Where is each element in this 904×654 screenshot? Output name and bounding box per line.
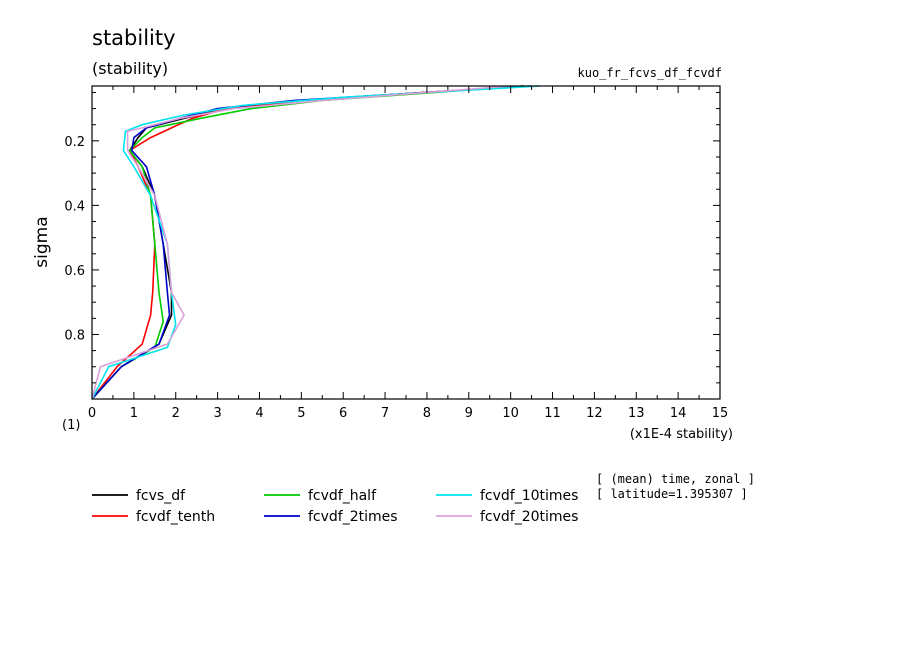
x-tick-label: 8 [423, 406, 431, 421]
y-tick-label: 0.8 [64, 328, 85, 343]
x-tick-label: 13 [628, 406, 645, 421]
info-time-zonal: [ (mean) time, zonal ] [596, 472, 755, 486]
legend: fcvs_df fcvdf_tenth fcvdf_half fcvdf_2times… [92, 488, 578, 525]
legend-label-fcvdf_tenth: fcvdf_tenth [136, 509, 215, 525]
x-tick-label: 11 [544, 406, 561, 421]
series-line-fcvs_df [91, 85, 524, 400]
x-tick-label: 12 [586, 406, 603, 421]
series-line-fcvdf_tenth [91, 85, 524, 400]
plot-axes: 0 1 2 3 4 5 6 7 8 9 10 11 12 13 14 150.20.40.60.8 [64, 85, 729, 421]
x-tick-label: 4 [255, 406, 263, 421]
info-latitude: [ latitude=1.395307 ] [596, 487, 748, 501]
origin-label: (1) [62, 418, 80, 433]
series-line-fcvdf_2times [91, 85, 532, 400]
x-tick-label: 9 [465, 406, 473, 421]
chart-subtitle: (stability) [92, 59, 168, 78]
legend-label-fcvdf_2times: fcvdf_2times [308, 509, 398, 525]
y-axis-label: sigma [32, 216, 52, 267]
legend-label-fcvdf_10times: fcvdf_10times [480, 488, 578, 504]
legend-label-fcvdf_20times: fcvdf_20times [480, 509, 578, 525]
y-tick-label: 0.4 [64, 199, 85, 214]
x-axis-label: (x1E-4 stability) [630, 427, 733, 442]
x-tick-label: 2 [172, 406, 180, 421]
x-tick-label: 6 [339, 406, 347, 421]
series-line-fcvdf_half [91, 85, 524, 400]
x-tick-label: 0 [88, 406, 96, 421]
x-tick-label: 5 [297, 406, 305, 421]
x-tick-label: 7 [381, 406, 389, 421]
x-tick-label: 14 [670, 406, 687, 421]
y-tick-label: 0.6 [64, 264, 85, 279]
x-tick-label: 3 [213, 406, 221, 421]
x-tick-label: 15 [712, 406, 729, 421]
x-tick-label: 1 [130, 406, 138, 421]
legend-label-fcvdf_half: fcvdf_half [308, 488, 377, 504]
x-tick-label: 10 [502, 406, 519, 421]
plot-series [91, 85, 541, 400]
experiment-label: kuo_fr_fcvs_df_fcvdf [578, 66, 723, 80]
chart-title: stability [92, 26, 176, 50]
y-tick-label: 0.2 [64, 135, 85, 150]
plot-frame [91, 85, 721, 400]
legend-label-fcvs_df: fcvs_df [136, 488, 186, 504]
series-line-fcvdf_20times [91, 85, 511, 400]
